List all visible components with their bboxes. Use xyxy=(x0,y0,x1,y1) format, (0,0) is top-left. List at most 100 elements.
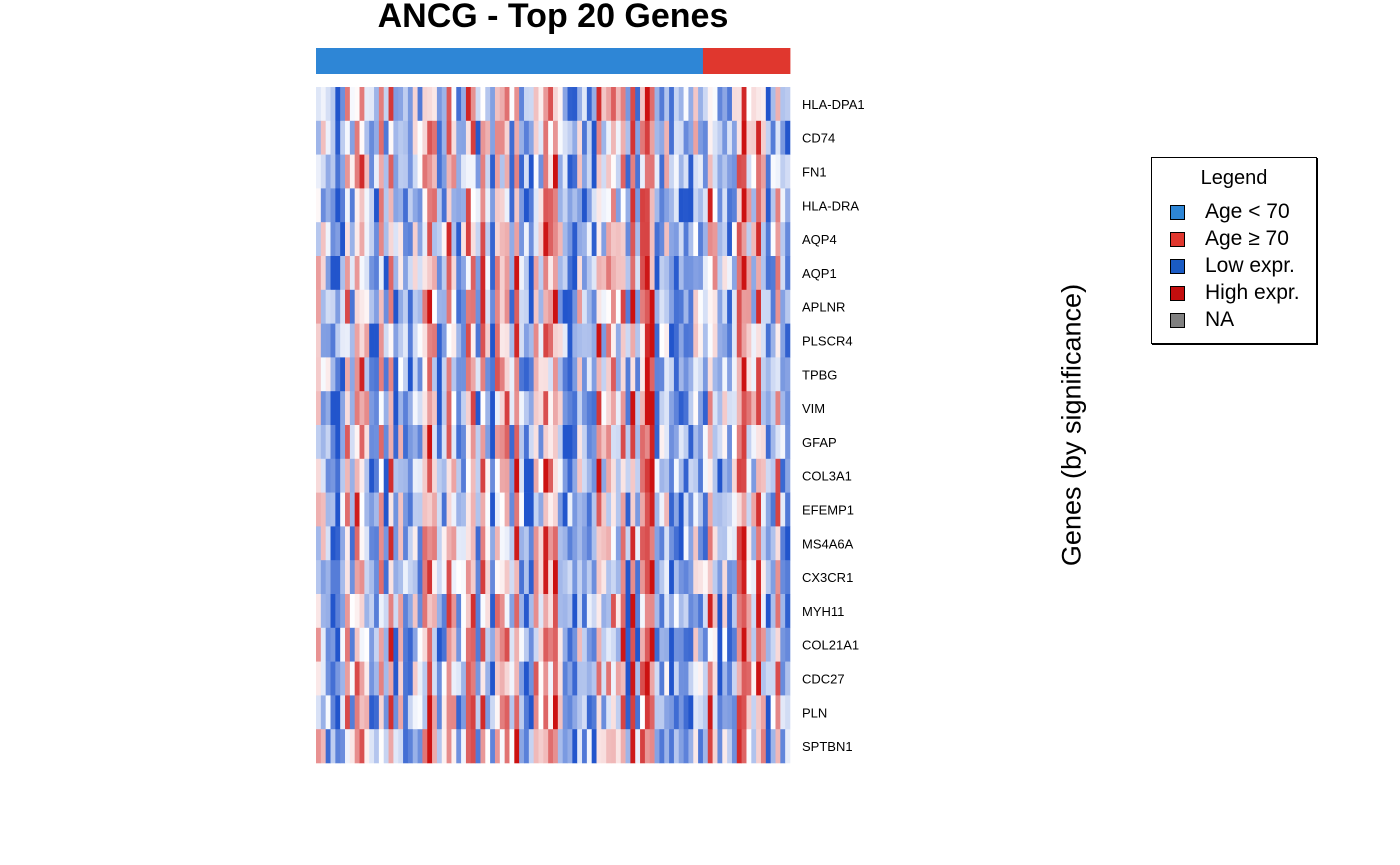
heatmap-cell xyxy=(669,87,675,122)
heatmap-cell xyxy=(422,526,428,561)
heatmap-cell xyxy=(712,357,718,392)
heatmap-cell xyxy=(485,154,491,189)
heatmap-cell xyxy=(519,188,525,223)
heatmap-cell xyxy=(736,256,742,291)
heatmap-cell xyxy=(378,289,385,324)
heatmap-cell xyxy=(316,87,322,122)
heatmap-cell xyxy=(760,492,767,527)
heatmap-cell xyxy=(340,87,346,122)
heatmap-cell xyxy=(640,357,646,392)
heatmap-cell xyxy=(369,256,375,291)
legend-item-2: Low expr. xyxy=(1170,253,1295,279)
heatmap-cell xyxy=(577,289,583,324)
heatmap-cell xyxy=(606,594,612,629)
heatmap-cell xyxy=(359,695,365,730)
heatmap-cell xyxy=(432,391,438,426)
heatmap-cell xyxy=(775,661,781,696)
heatmap-cell xyxy=(659,594,665,629)
heatmap-cell xyxy=(553,627,559,662)
heatmap-cell xyxy=(669,391,675,426)
heatmap-cell xyxy=(441,458,447,493)
heatmap-cell xyxy=(770,458,776,493)
heatmap-cell xyxy=(727,661,733,696)
heatmap-cell xyxy=(567,357,573,392)
heatmap-cell xyxy=(586,526,592,561)
heatmap-cell xyxy=(630,256,636,291)
heatmap-cell xyxy=(441,256,447,291)
heatmap-cell xyxy=(383,594,389,629)
heatmap-cell xyxy=(596,661,602,696)
heatmap-cell xyxy=(707,729,713,764)
heatmap-cell xyxy=(693,458,699,493)
heatmap-cell xyxy=(649,391,655,426)
heatmap-cell xyxy=(659,289,665,324)
heatmap-cell xyxy=(523,154,530,189)
heatmap-cell xyxy=(354,357,360,392)
heatmap-cell xyxy=(374,695,380,730)
heatmap-cell xyxy=(345,289,351,324)
heatmap-cell xyxy=(528,357,534,392)
heatmap-cell xyxy=(654,492,660,527)
gene-label-aqp1: AQP1 xyxy=(802,266,837,281)
heatmap-cell xyxy=(673,458,680,493)
heatmap-cell xyxy=(635,357,641,392)
heatmap-cell xyxy=(717,425,723,460)
heatmap-cell xyxy=(649,188,655,223)
heatmap-cell xyxy=(669,526,675,561)
heatmap-cell xyxy=(475,627,481,662)
heatmap-cell xyxy=(432,154,438,189)
heatmap-cell xyxy=(683,87,689,122)
heatmap-cell xyxy=(475,594,481,629)
heatmap-cell xyxy=(427,458,433,493)
heatmap-cell xyxy=(407,560,414,595)
heatmap-cell xyxy=(316,526,322,561)
heatmap-cell xyxy=(378,492,385,527)
heatmap-cell xyxy=(485,458,491,493)
annotation-segment-0 xyxy=(316,48,704,74)
heatmap-cell xyxy=(741,256,747,291)
heatmap-cell xyxy=(509,154,515,189)
heatmap-cell xyxy=(383,323,389,358)
heatmap-cell xyxy=(756,729,762,764)
heatmap-cell xyxy=(760,594,767,629)
heatmap-cell xyxy=(567,627,573,662)
heatmap-cell xyxy=(509,87,515,122)
heatmap-cell xyxy=(519,729,525,764)
heatmap-cell xyxy=(548,87,554,122)
heatmap-cell xyxy=(673,357,680,392)
heatmap-cell xyxy=(664,695,670,730)
heatmap-cell xyxy=(345,458,351,493)
heatmap-cell xyxy=(702,323,709,358)
heatmap-cell xyxy=(533,560,539,595)
heatmap-cell xyxy=(378,627,385,662)
heatmap-cell xyxy=(775,729,781,764)
heatmap-cell xyxy=(523,289,530,324)
heatmap-cell xyxy=(707,188,713,223)
heatmap-cell xyxy=(756,323,762,358)
heatmap-cell xyxy=(722,425,728,460)
heatmap-cell xyxy=(673,87,680,122)
heatmap-cell xyxy=(649,87,655,122)
heatmap-cell xyxy=(611,154,617,189)
heatmap-cell xyxy=(403,560,409,595)
heatmap-cell xyxy=(678,391,684,426)
heatmap-cell xyxy=(664,188,670,223)
heatmap-cell xyxy=(388,458,394,493)
heatmap-cell xyxy=(325,492,331,527)
heatmap-cell xyxy=(601,661,607,696)
heatmap-cell xyxy=(712,256,718,291)
heatmap-cell xyxy=(364,256,370,291)
heatmap-cell xyxy=(751,560,757,595)
heatmap-cell xyxy=(591,661,597,696)
heatmap-cell xyxy=(644,120,651,155)
heatmap-cell xyxy=(383,222,389,257)
heatmap-cell xyxy=(427,323,433,358)
heatmap-cell xyxy=(490,256,496,291)
heatmap-cell xyxy=(485,357,491,392)
heatmap-cell xyxy=(436,120,443,155)
heatmap-cell xyxy=(582,222,588,257)
heatmap-cell xyxy=(707,222,713,257)
heatmap-cell xyxy=(760,695,767,730)
heatmap-cell xyxy=(548,120,554,155)
heatmap-cell xyxy=(320,661,326,696)
